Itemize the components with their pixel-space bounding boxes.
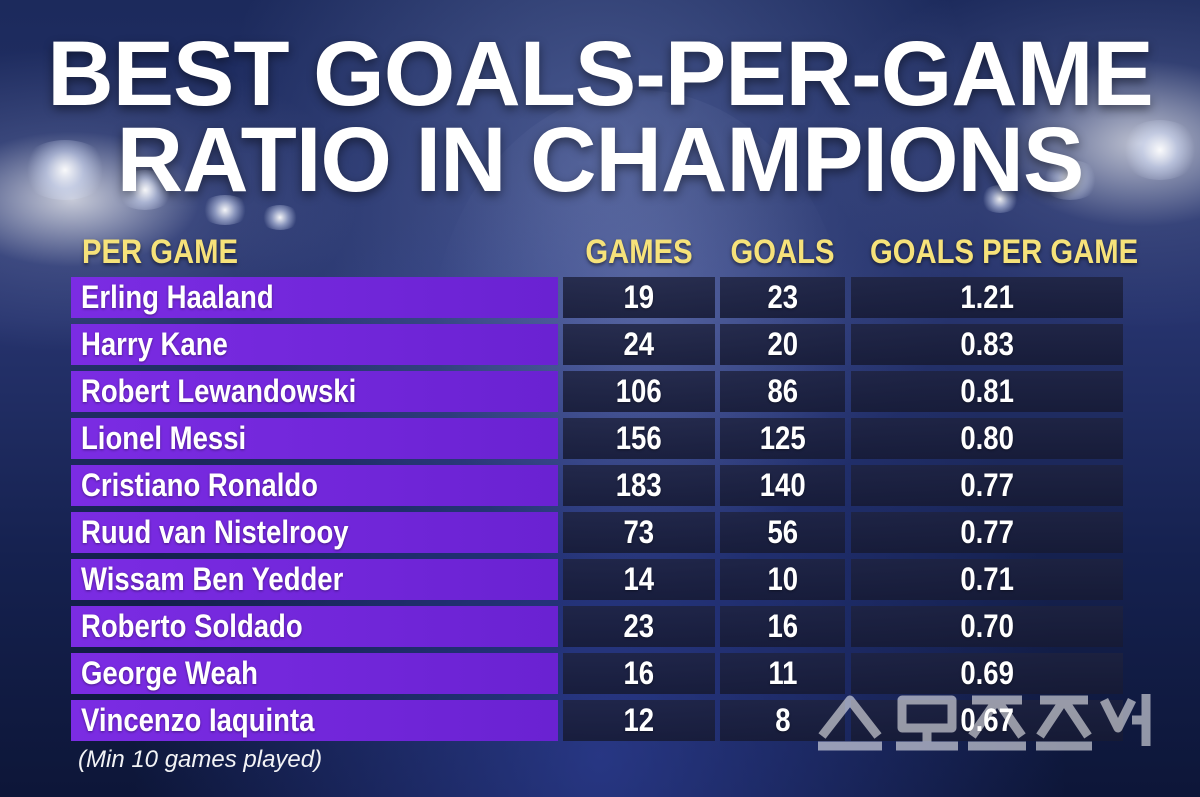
goals-cell-text: 20: [767, 326, 798, 362]
goals-cell-text: 16: [767, 608, 798, 644]
player-name-cell: Robert Lewandowski: [71, 371, 558, 412]
goals-per-game-cell: 0.70: [851, 606, 1123, 647]
goals-per-game-cell: 1.21: [851, 277, 1123, 318]
goals-cell: 140: [720, 465, 845, 506]
goals-cell-text: 125: [759, 420, 806, 456]
goals-per-game-cell-text: 0.77: [960, 467, 1014, 503]
column-header-games: GAMES: [585, 233, 693, 271]
goals-cell: 56: [720, 512, 845, 553]
player-name-cell-text: Vincenzo Iaquinta: [81, 702, 315, 738]
goals-per-game-cell: 0.77: [851, 512, 1123, 553]
goals-per-game-cell-text: 0.80: [960, 420, 1014, 456]
goals-per-game-cell: 0.83: [851, 324, 1123, 365]
player-name-cell-text: Erling Haaland: [81, 279, 274, 315]
player-name-cell-text: Roberto Soldado: [81, 608, 303, 644]
games-cell-text: 14: [623, 561, 655, 597]
goals-per-game-cell: 0.80: [851, 418, 1123, 459]
player-name-cell: Vincenzo Iaquinta: [71, 700, 558, 741]
games-cell-text: 183: [616, 467, 662, 503]
goals-per-game-cell-text: 0.69: [960, 655, 1014, 691]
goals-cell-text: 8: [774, 702, 791, 738]
player-name-cell-text: Ruud van Nistelrooy: [81, 514, 349, 550]
watermark-logo: [818, 694, 1151, 751]
footnote: (Min 10 games played): [78, 746, 323, 773]
goals-per-game-cell-text: 1.21: [960, 279, 1014, 315]
games-cell: 24: [563, 324, 715, 365]
player-name-cell: Wissam Ben Yedder: [71, 559, 558, 600]
games-cell: 183: [563, 465, 715, 506]
goals-per-game-cell: 0.77: [851, 465, 1123, 506]
goals-cell: 11: [720, 653, 845, 694]
player-name-cell: Lionel Messi: [71, 418, 558, 459]
goals-cell: 20: [720, 324, 845, 365]
goals-cell-text: 86: [767, 373, 798, 409]
goals-per-game-cell: 0.81: [851, 371, 1123, 412]
player-name-cell-text: Robert Lewandowski: [81, 373, 357, 409]
goals-cell: 16: [720, 606, 845, 647]
games-cell-text: 19: [623, 279, 655, 315]
player-name-cell: George Weah: [71, 653, 558, 694]
games-cell-text: 23: [623, 608, 655, 644]
player-name-cell-text: Harry Kane: [81, 326, 228, 362]
goals-cell-text: 11: [767, 655, 798, 691]
games-cell: 23: [563, 606, 715, 647]
games-cell: 73: [563, 512, 715, 553]
chart-title-line-2: RATIO IN CHAMPIONS: [116, 109, 1085, 211]
player-name-cell: Ruud van Nistelrooy: [71, 512, 558, 553]
games-cell: 106: [563, 371, 715, 412]
goals-cell: 10: [720, 559, 845, 600]
goals-cell-text: 10: [767, 561, 798, 597]
games-cell-text: 106: [616, 373, 662, 409]
games-cell-text: 73: [623, 514, 655, 550]
goals-per-game-cell-text: 0.81: [960, 373, 1014, 409]
player-name-cell: Erling Haaland: [71, 277, 558, 318]
column-header-goals-per-game: GOALS PER GAME: [870, 233, 1139, 271]
goals-per-game-cell: 0.69: [851, 653, 1123, 694]
games-cell-text: 12: [623, 702, 655, 738]
goals-cell-text: 56: [767, 514, 798, 550]
games-cell-text: 24: [623, 326, 655, 362]
goals-cell-text: 140: [759, 467, 806, 503]
player-name-cell-text: Lionel Messi: [81, 420, 247, 456]
goals-cell: 8: [720, 700, 845, 741]
column-header-player: PER GAME: [82, 233, 238, 271]
games-cell: 156: [563, 418, 715, 459]
player-name-cell-text: George Weah: [81, 655, 258, 691]
goals-per-game-cell-text: 0.71: [960, 561, 1014, 597]
games-cell-text: 156: [616, 420, 662, 456]
games-cell: 14: [563, 559, 715, 600]
goals-cell: 23: [720, 277, 845, 318]
goals-cell: 125: [720, 418, 845, 459]
column-header-goals: GOALS: [730, 233, 835, 271]
goals-per-game-cell: 0.71: [851, 559, 1123, 600]
games-cell: 16: [563, 653, 715, 694]
player-name-cell-text: Cristiano Ronaldo: [81, 467, 318, 503]
goals-per-game-cell-text: 0.70: [960, 608, 1014, 644]
goals-per-game-cell-text: 0.77: [960, 514, 1014, 550]
games-cell: 12: [563, 700, 715, 741]
games-cell-text: 16: [623, 655, 655, 691]
goals-cell-text: 23: [767, 279, 798, 315]
player-name-cell: Cristiano Ronaldo: [71, 465, 558, 506]
player-name-cell: Roberto Soldado: [71, 606, 558, 647]
goals-cell: 86: [720, 371, 845, 412]
goals-per-game-cell-text: 0.83: [960, 326, 1014, 362]
player-name-cell-text: Wissam Ben Yedder: [81, 561, 344, 597]
games-cell: 19: [563, 277, 715, 318]
player-name-cell: Harry Kane: [71, 324, 558, 365]
chart-title-line-1: BEST GOALS-PER-GAME: [47, 23, 1153, 125]
